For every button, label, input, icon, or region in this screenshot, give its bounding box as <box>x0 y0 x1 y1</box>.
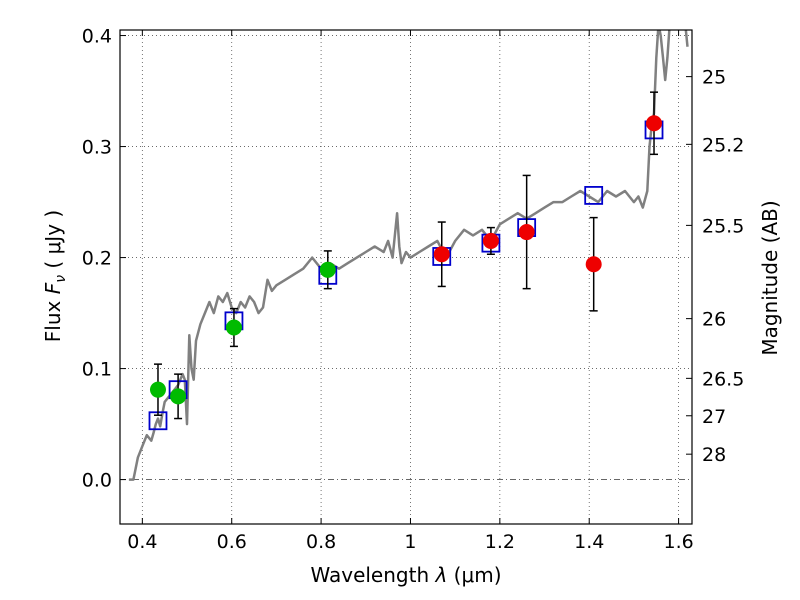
infrared-point <box>585 256 602 273</box>
x-tick-label: 1.4 <box>574 531 604 553</box>
infrared-point <box>433 246 450 263</box>
model-photometry-square <box>584 186 604 205</box>
errorbar-layer <box>153 91 659 420</box>
x-tick-label: 0.6 <box>217 531 247 553</box>
optical-point <box>319 261 336 278</box>
y-tick-label: 0.2 <box>82 248 112 270</box>
detection-points-layer <box>149 115 663 405</box>
magnitude-axis-label: Magnitude (AB) <box>758 200 782 355</box>
model-spectrum-line <box>128 30 689 481</box>
x-tick-label: 0.8 <box>306 531 336 553</box>
y-tick-label: 0.0 <box>82 470 112 492</box>
model-photometry-layer <box>148 120 664 431</box>
x-axis-ticks: 0.4 0.6 0.8 1 1.2 1.4 1.6 <box>127 30 694 553</box>
magnitude-tick-label: 25 <box>702 67 726 89</box>
grid-lines <box>120 30 692 524</box>
magnitude-axis-ticks: 25 25.2 25.5 26 26.5 27 28 <box>686 67 744 466</box>
magnitude-tick-label: 26 <box>702 309 726 331</box>
magnitude-tick-label: 26.5 <box>702 368 744 390</box>
optical-point <box>170 388 187 405</box>
y-tick-label: 0.3 <box>82 137 112 159</box>
x-tick-label: 1.6 <box>663 531 693 553</box>
y-axis-ticks: 0.0 0.1 0.2 0.3 0.4 <box>82 26 126 492</box>
infrared-point <box>482 232 499 249</box>
y-tick-label: 0.1 <box>82 359 112 381</box>
x-tick-label: 1 <box>404 531 416 553</box>
magnitude-tick-label: 28 <box>702 444 726 466</box>
plot-frame <box>119 29 693 525</box>
infrared-point <box>646 115 663 132</box>
magnitude-tick-label: 27 <box>702 406 726 428</box>
magnitude-tick-label: 25.5 <box>702 215 744 237</box>
model-spectrum-layer <box>128 30 689 481</box>
x-axis-label: Wavelength λ (μm) <box>310 563 501 587</box>
optical-point <box>225 319 242 336</box>
x-tick-label: 0.4 <box>127 531 157 553</box>
y-tick-label: 0.4 <box>82 26 112 48</box>
infrared-point <box>518 224 535 241</box>
optical-point <box>149 381 166 398</box>
y-axis-label: Flux Fν ( μJy ) <box>41 210 69 342</box>
x-tick-label: 1.2 <box>485 531 515 553</box>
magnitude-tick-label: 25.2 <box>702 134 744 156</box>
